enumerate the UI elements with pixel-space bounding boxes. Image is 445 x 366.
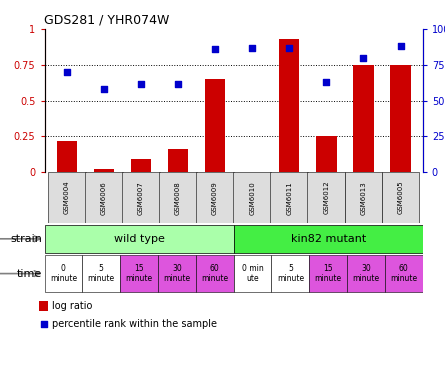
Bar: [382, 172, 420, 223]
Bar: [122, 172, 160, 223]
Bar: [120, 255, 158, 292]
Text: wild type: wild type: [113, 234, 165, 244]
Point: [249, 45, 256, 51]
Text: 5
minute: 5 minute: [277, 264, 304, 283]
Text: 30
minute: 30 minute: [352, 264, 380, 283]
Text: 15
minute: 15 minute: [125, 264, 153, 283]
Bar: [347, 255, 385, 292]
Text: GSM6010: GSM6010: [249, 181, 255, 214]
Point: [100, 86, 107, 92]
Bar: [353, 65, 374, 172]
Bar: [196, 172, 234, 223]
Text: GSM6012: GSM6012: [324, 181, 329, 214]
Point: [323, 79, 330, 85]
Bar: [279, 39, 299, 172]
Text: percentile rank within the sample: percentile rank within the sample: [52, 319, 217, 329]
Text: 0 min
ute: 0 min ute: [242, 264, 263, 283]
Text: 60
minute: 60 minute: [201, 264, 228, 283]
Bar: [168, 149, 188, 172]
Text: GDS281 / YHR074W: GDS281 / YHR074W: [44, 14, 170, 27]
Bar: [390, 65, 411, 172]
Text: strain: strain: [10, 234, 42, 244]
Text: GSM6009: GSM6009: [212, 181, 218, 214]
Bar: [40, 301, 48, 311]
Text: GSM6013: GSM6013: [360, 181, 366, 214]
Text: GSM6011: GSM6011: [286, 181, 292, 214]
Point: [360, 55, 367, 61]
Bar: [131, 159, 151, 172]
Text: 0
minute: 0 minute: [50, 264, 77, 283]
Bar: [196, 255, 234, 292]
Text: 60
minute: 60 minute: [390, 264, 417, 283]
Point: [63, 69, 70, 75]
Bar: [93, 169, 114, 172]
Bar: [57, 141, 77, 172]
Bar: [234, 255, 271, 292]
Point: [40, 321, 47, 327]
Point: [211, 46, 218, 52]
Bar: [233, 172, 271, 223]
Bar: [344, 172, 382, 223]
Text: GSM6004: GSM6004: [64, 181, 70, 214]
Point: [286, 45, 293, 51]
Bar: [44, 255, 82, 292]
Text: 5
minute: 5 minute: [88, 264, 115, 283]
Text: GSM6005: GSM6005: [397, 181, 404, 214]
Text: 15
minute: 15 minute: [315, 264, 342, 283]
Bar: [48, 172, 85, 223]
Text: GSM6006: GSM6006: [101, 181, 107, 214]
Bar: [85, 172, 123, 223]
Point: [138, 81, 145, 86]
Bar: [82, 255, 120, 292]
Text: time: time: [17, 269, 42, 279]
Bar: [271, 255, 309, 292]
Bar: [205, 79, 225, 172]
Bar: [158, 255, 196, 292]
Bar: [316, 136, 336, 172]
Text: GSM6008: GSM6008: [175, 181, 181, 214]
Bar: [271, 172, 308, 223]
Bar: [309, 255, 347, 292]
Text: 30
minute: 30 minute: [163, 264, 190, 283]
Bar: [234, 225, 423, 253]
Bar: [385, 255, 423, 292]
Text: kin82 mutant: kin82 mutant: [291, 234, 366, 244]
Text: GSM6007: GSM6007: [138, 181, 144, 214]
Point: [397, 44, 404, 49]
Bar: [159, 172, 197, 223]
Bar: [44, 225, 234, 253]
Bar: [307, 172, 345, 223]
Text: log ratio: log ratio: [52, 301, 92, 311]
Point: [174, 81, 182, 86]
